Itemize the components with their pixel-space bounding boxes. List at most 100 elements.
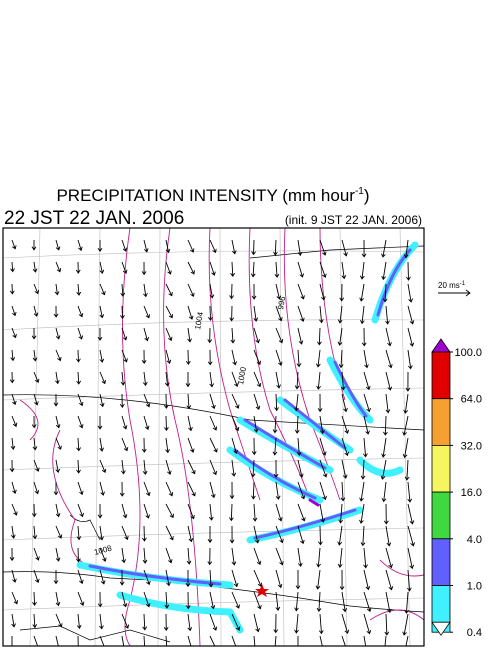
wind-arrow	[99, 613, 104, 630]
wind-arrow	[253, 305, 259, 322]
wind-arrow	[97, 240, 103, 253]
wind-arrow	[141, 349, 147, 365]
wind-arrow	[253, 547, 262, 566]
wind-arrow	[55, 503, 61, 518]
wind-arrow	[337, 305, 343, 324]
wind-arrow	[383, 503, 389, 525]
wind-arrow	[33, 283, 40, 295]
wind-arrow	[187, 503, 195, 520]
wind-arrow	[341, 261, 347, 280]
wind-arrow	[187, 415, 193, 432]
wind-arrow	[121, 261, 128, 274]
wind-arrow	[10, 261, 15, 273]
wind-arrow	[229, 481, 235, 500]
precip-band	[233, 448, 317, 500]
wind-arrow	[119, 569, 125, 586]
wind-arrow	[341, 437, 349, 457]
wind-arrow	[55, 261, 62, 273]
wind-arrow	[319, 305, 324, 324]
wind-arrow	[53, 570, 59, 585]
wind-arrow	[275, 503, 283, 522]
wind-arrow	[99, 547, 107, 562]
wind-arrow	[363, 437, 368, 458]
wind-arrow	[296, 349, 302, 368]
wind-arrow	[319, 437, 327, 456]
wind-arrow	[317, 327, 322, 346]
map-bg	[3, 228, 424, 646]
wind-arrow	[77, 569, 84, 585]
wind-arrow	[55, 547, 61, 562]
wind-arrow	[187, 481, 196, 497]
wind-arrow	[315, 349, 321, 368]
wind-arrow	[121, 547, 127, 564]
wind-arrow	[253, 327, 260, 344]
wind-arrow	[141, 261, 147, 276]
wind-arrow	[338, 349, 344, 369]
title-main: PRECIPITATION INTENSITY (mm hour	[56, 186, 355, 205]
wind-arrow	[407, 305, 415, 325]
wind-arrow	[165, 547, 173, 564]
wind-arrow	[54, 283, 60, 296]
wind-arrow	[341, 459, 348, 479]
wind-arrow	[318, 525, 323, 546]
wind-arrow	[230, 327, 236, 344]
wind-arrow	[55, 239, 61, 251]
wind-arrow	[337, 525, 343, 546]
wind-arrow	[275, 481, 281, 500]
wind-arrow	[164, 591, 170, 609]
wind-arrow	[363, 613, 372, 635]
wind-arrow	[76, 371, 81, 385]
wind-arrow	[121, 613, 130, 629]
wind-arrow	[143, 481, 151, 497]
wind-arrow	[77, 305, 84, 318]
wind-arrow	[33, 393, 39, 406]
wind-arrow	[121, 239, 128, 252]
colorbar-bin	[431, 351, 451, 400]
wind-arrow	[99, 393, 105, 408]
wind-arrow	[55, 635, 59, 646]
wind-arrow	[384, 613, 390, 636]
wind-arrow	[186, 393, 192, 410]
wind-arrow	[231, 635, 237, 646]
wind-arrow	[381, 239, 387, 258]
wind-arrow	[294, 591, 299, 612]
wind-arrow	[76, 547, 81, 563]
wind-arrow	[165, 327, 173, 342]
wind-arrow	[253, 591, 262, 610]
wind-arrow	[99, 635, 105, 646]
wind-arrow	[187, 437, 195, 453]
map: 1008 1004 1000 996	[3, 228, 424, 646]
wind-arrow	[97, 591, 103, 608]
wind-arrow	[55, 437, 62, 450]
wind-arrow	[143, 393, 151, 408]
wind-arrow	[384, 635, 387, 646]
lat-lon-grid	[3, 228, 424, 646]
grid-lon	[29, 228, 411, 646]
wind-arrow	[31, 327, 37, 340]
wind-arrow	[11, 569, 17, 583]
wind-arrow	[55, 415, 61, 429]
title: PRECIPITATION INTENSITY (mm hour-1)	[56, 186, 369, 205]
wind-arrow	[297, 305, 305, 322]
wind-arrow	[120, 371, 126, 386]
wind-arrow	[231, 371, 239, 388]
wind-arrow	[207, 349, 213, 366]
wind-arrow	[187, 635, 192, 646]
wind-arrow	[165, 349, 172, 364]
colorbar-label: 64.0	[461, 394, 482, 406]
border	[3, 394, 424, 431]
wind-arrow	[141, 437, 147, 453]
wind-arrow	[297, 283, 305, 300]
wind-arrow	[341, 239, 348, 257]
wind-arrow	[121, 525, 129, 541]
wind-arrow	[231, 459, 237, 477]
wind-arrow	[207, 526, 213, 544]
wind-arrow	[297, 503, 306, 522]
wind-arrow	[33, 569, 40, 584]
precip-band	[356, 456, 404, 477]
wind-arrow	[55, 371, 60, 385]
wind-arrow	[359, 261, 365, 280]
precip-band	[88, 564, 222, 586]
wind-arrow	[31, 415, 37, 429]
